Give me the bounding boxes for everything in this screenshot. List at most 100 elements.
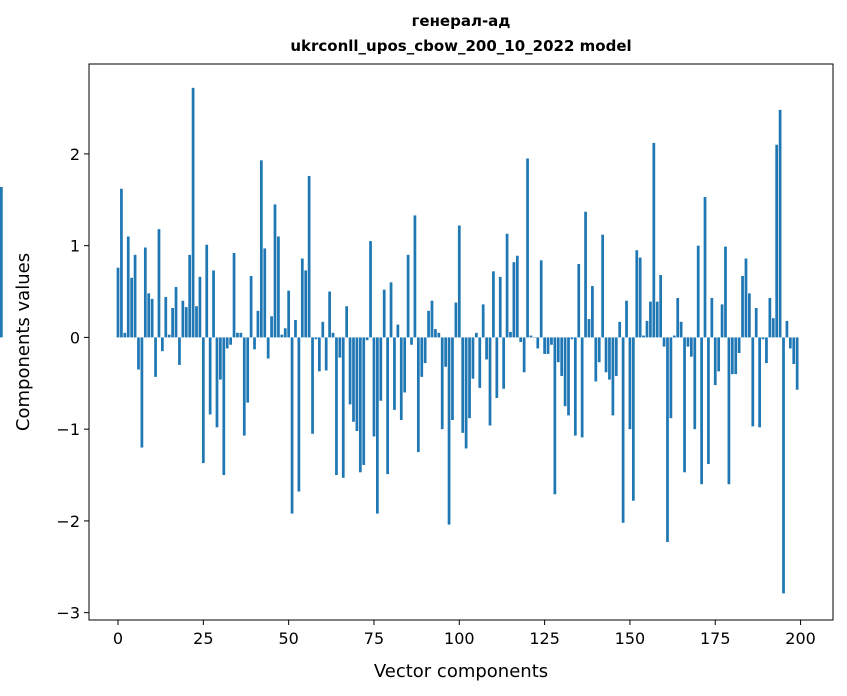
y-tick-label: 2 [70, 145, 80, 164]
bar [611, 337, 615, 416]
bar [376, 337, 379, 514]
bar [294, 319, 297, 338]
bar [720, 304, 724, 338]
bar [642, 335, 645, 338]
bar [785, 320, 789, 338]
bar [345, 306, 349, 338]
bar [434, 329, 437, 338]
bar [393, 337, 396, 410]
y-axis-label: Components values [13, 253, 34, 431]
bar [597, 337, 601, 363]
bar [379, 337, 383, 401]
bar [198, 276, 202, 338]
bar [621, 337, 625, 523]
bar [143, 247, 147, 338]
bar [567, 337, 570, 416]
bar [563, 337, 567, 407]
bar [304, 270, 308, 338]
bar [403, 337, 407, 393]
bar [771, 318, 775, 338]
bar [324, 337, 328, 371]
bar [242, 337, 246, 436]
bar [474, 332, 478, 338]
bar [348, 337, 352, 405]
bar [782, 337, 785, 594]
bar [710, 297, 714, 338]
bar [266, 337, 270, 359]
bar [164, 297, 168, 338]
x-tick-label: 25 [193, 629, 213, 648]
bar [130, 277, 134, 338]
bar [464, 337, 468, 449]
bar [137, 337, 140, 370]
bar [468, 337, 471, 419]
bar [246, 337, 250, 403]
bar [608, 337, 611, 380]
bar [498, 276, 502, 338]
bar [341, 337, 345, 478]
bar [645, 320, 649, 338]
bar [536, 337, 540, 349]
x-tick-label: 75 [364, 629, 384, 648]
bar [481, 304, 485, 338]
bar [447, 337, 451, 525]
bar [649, 301, 652, 338]
bar [652, 142, 656, 338]
bar [775, 144, 779, 338]
bar [676, 297, 680, 338]
bar [717, 337, 721, 372]
bar [761, 337, 765, 340]
bar [352, 337, 355, 422]
bar [580, 337, 584, 438]
bar [727, 337, 731, 485]
bar [666, 337, 669, 543]
bar [618, 321, 622, 338]
bar [768, 297, 772, 338]
bar [430, 300, 434, 338]
x-tick-label: 100 [444, 629, 475, 648]
bar [625, 300, 628, 338]
bar [123, 332, 127, 338]
bar [655, 301, 659, 338]
bar [690, 337, 693, 357]
bar [440, 337, 444, 430]
bar [577, 264, 581, 338]
y-tick-label: 0 [70, 328, 80, 347]
bar [290, 337, 294, 514]
bar [696, 245, 700, 338]
bar [249, 275, 253, 338]
bar [437, 332, 441, 338]
bars-group [0, 87, 799, 594]
bar [253, 337, 256, 350]
bar [703, 197, 707, 338]
bar [328, 291, 331, 338]
bar [420, 337, 424, 377]
bar [737, 337, 741, 354]
bar [263, 248, 267, 338]
bar [362, 337, 366, 465]
bar [451, 337, 454, 420]
bar [778, 109, 782, 338]
x-tick-label: 200 [785, 629, 816, 648]
bar [314, 337, 318, 340]
bar [335, 337, 338, 476]
bar [178, 337, 181, 365]
bar [638, 257, 642, 338]
bar [505, 233, 509, 338]
bar [454, 302, 458, 338]
x-axis: 0 25 50 75 100 125 150 175 200 [113, 620, 816, 648]
bar [546, 337, 550, 354]
bar [744, 258, 748, 338]
bar [277, 236, 280, 338]
bar [748, 293, 751, 338]
bar [795, 337, 799, 390]
bar [167, 334, 171, 338]
bar [307, 175, 311, 338]
bar [154, 337, 157, 377]
bar [635, 250, 639, 338]
bar [212, 270, 215, 338]
y-tick-label: −3 [56, 604, 80, 623]
bar [232, 253, 236, 338]
bar [686, 337, 690, 347]
bar [427, 310, 430, 338]
